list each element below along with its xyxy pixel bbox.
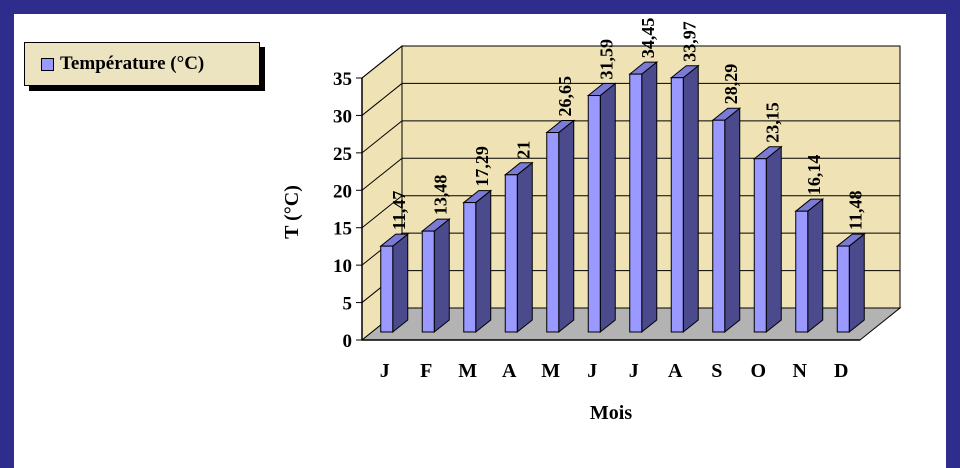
bar-side	[599, 82, 616, 334]
gridline	[361, 82, 900, 116]
x-axis-title: Mois	[590, 402, 632, 424]
bar-side	[475, 189, 492, 334]
bar	[711, 107, 742, 334]
y-tick-label: 0	[343, 331, 353, 352]
legend-label: Température (°C)	[60, 53, 205, 74]
bar-side	[807, 198, 824, 334]
bar-side	[516, 161, 533, 334]
bar-side	[558, 119, 575, 334]
bar-side	[848, 233, 865, 334]
bars	[379, 61, 866, 334]
bar-front	[380, 245, 394, 333]
bar-front	[629, 73, 643, 333]
bar	[462, 189, 493, 334]
y-tick-label: 5	[343, 294, 353, 315]
y-axis-title: T (°C)	[281, 185, 303, 239]
bar	[379, 233, 410, 334]
x-category-label: J	[629, 360, 639, 382]
bar-front	[587, 95, 601, 333]
y-tick-label: 30	[333, 106, 352, 127]
x-category-label: N	[793, 360, 808, 382]
bar	[669, 64, 700, 334]
x-category-label: A	[502, 360, 517, 382]
bar-front	[504, 174, 518, 333]
data-label: 34,45	[638, 18, 658, 59]
bar-front	[546, 132, 560, 333]
bar	[752, 145, 783, 334]
bar-front	[670, 77, 684, 333]
bar-side	[392, 233, 409, 334]
y-tick-label: 15	[333, 219, 352, 240]
bar	[586, 82, 617, 334]
bar	[794, 198, 825, 334]
data-label: 26,65	[555, 76, 575, 117]
y-tick-label: 10	[333, 256, 352, 277]
data-label: 33,97	[679, 21, 699, 62]
bar	[628, 61, 659, 334]
bar-front	[836, 245, 850, 333]
bar-front	[753, 158, 767, 333]
data-label: 17,29	[472, 146, 492, 187]
x-category-label: S	[711, 360, 722, 382]
data-label: 13,48	[430, 175, 450, 216]
y-tick-label: 20	[333, 181, 352, 202]
x-category-label: A	[668, 360, 683, 382]
data-label: 31,59	[596, 39, 616, 80]
data-labels: 11,47 13,48 17,29 21 26,65 31,59 34,45 33,97 28,…	[389, 18, 866, 231]
bar	[545, 119, 576, 334]
x-category-label: J	[380, 360, 390, 382]
data-label: 11,47	[389, 191, 409, 231]
bar	[835, 233, 866, 334]
x-category-label: M	[458, 360, 477, 382]
data-label: 16,14	[804, 155, 824, 196]
x-category-label: D	[834, 360, 848, 382]
y-tick-label: 35	[333, 69, 352, 90]
x-category-label: O	[750, 360, 766, 382]
bar-side	[641, 61, 658, 334]
bar-front	[463, 202, 477, 333]
x-category-label: M	[541, 360, 560, 382]
y-tick-labels: 0 5 10 15 20 25 30 35	[333, 69, 352, 352]
data-label: 23,15	[762, 102, 782, 143]
data-label: 28,29	[721, 64, 741, 105]
bar-side	[433, 218, 450, 334]
bar-front	[712, 119, 726, 333]
legend-swatch	[41, 57, 54, 71]
legend: Température (°C)	[24, 42, 260, 86]
y-tick-label: 25	[333, 144, 352, 165]
bar-side	[724, 107, 741, 334]
bar-side	[682, 64, 699, 334]
bar-front	[795, 210, 809, 333]
gridline	[361, 45, 900, 79]
x-category-label: J	[587, 360, 597, 382]
bar	[503, 161, 534, 334]
bar	[420, 218, 451, 334]
bar-front	[421, 230, 435, 333]
data-label: 21	[513, 141, 533, 159]
x-category-label: F	[420, 360, 432, 382]
bar-side	[765, 145, 782, 334]
data-label: 11,48	[845, 191, 865, 231]
